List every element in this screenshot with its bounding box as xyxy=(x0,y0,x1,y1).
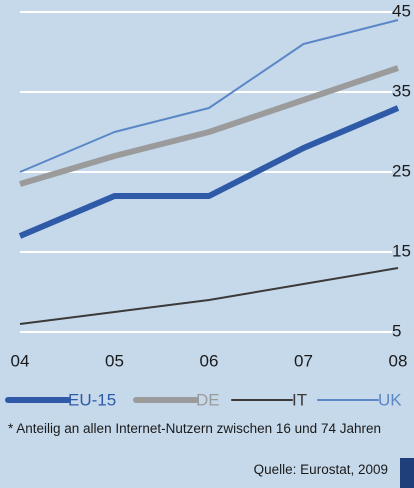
series-line xyxy=(19,65,399,187)
x-tick-label: 07 xyxy=(294,351,313,370)
series-line xyxy=(19,19,399,173)
legend-label: DE xyxy=(196,390,220,409)
y-tick-label: 45 xyxy=(392,1,411,20)
y-tick-label: 25 xyxy=(392,161,411,180)
legend-label: EU-15 xyxy=(68,390,116,409)
y-tick-label: 35 xyxy=(392,81,411,100)
series-line xyxy=(19,267,399,325)
y-tick-label: 5 xyxy=(392,321,401,340)
x-tick-label: 06 xyxy=(200,351,219,370)
x-tick-label: 04 xyxy=(11,351,30,370)
y-tick-label: 15 xyxy=(392,241,411,260)
legend-label: IT xyxy=(292,390,307,409)
badge xyxy=(400,458,414,488)
series-line xyxy=(18,105,400,239)
source: Quelle: Eurostat, 2009 xyxy=(253,462,388,477)
x-tick-label: 05 xyxy=(105,351,124,370)
x-tick-label: 08 xyxy=(389,351,408,370)
footnote: * Anteilig an allen Internet-Nutzern zwi… xyxy=(8,421,381,436)
legend-label: UK xyxy=(378,390,402,409)
